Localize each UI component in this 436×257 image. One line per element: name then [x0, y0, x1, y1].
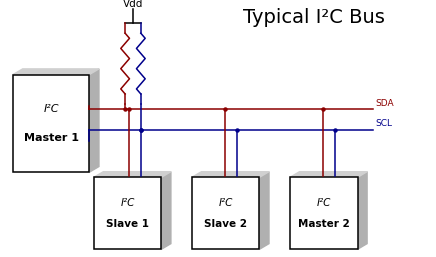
Text: SDA: SDA: [375, 99, 394, 108]
Text: Vdd: Vdd: [123, 0, 143, 9]
Polygon shape: [161, 172, 171, 249]
Text: Slave 2: Slave 2: [204, 219, 247, 229]
Text: SCL: SCL: [375, 120, 392, 128]
FancyBboxPatch shape: [192, 177, 259, 249]
Polygon shape: [290, 172, 367, 177]
Polygon shape: [192, 172, 269, 177]
Text: I²C: I²C: [218, 198, 233, 207]
Text: I²C: I²C: [317, 198, 331, 207]
FancyBboxPatch shape: [290, 177, 358, 249]
Polygon shape: [94, 172, 171, 177]
Text: I²C: I²C: [120, 198, 135, 207]
Text: Slave 1: Slave 1: [106, 219, 149, 229]
Polygon shape: [89, 69, 99, 172]
Text: Master 2: Master 2: [298, 219, 350, 229]
Polygon shape: [13, 69, 99, 75]
Text: Master 1: Master 1: [24, 133, 79, 143]
Text: I²C: I²C: [44, 104, 59, 114]
FancyBboxPatch shape: [13, 75, 89, 172]
Text: Typical I²C Bus: Typical I²C Bus: [243, 8, 385, 27]
Polygon shape: [358, 172, 367, 249]
Polygon shape: [259, 172, 269, 249]
FancyBboxPatch shape: [94, 177, 161, 249]
